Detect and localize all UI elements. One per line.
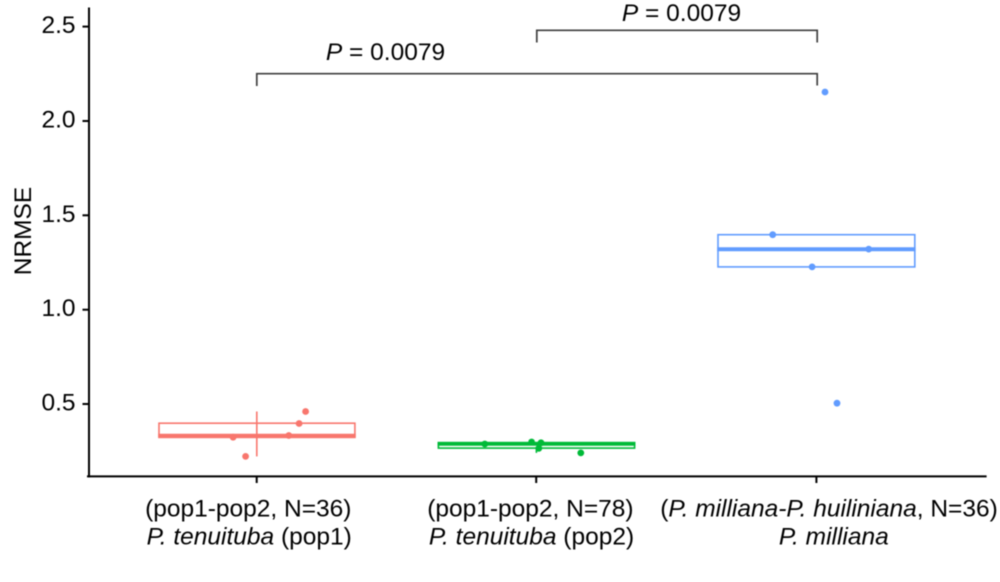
svg-text:(pop1-pop2, N=78): (pop1-pop2, N=78) bbox=[427, 496, 633, 523]
svg-text:2.0: 2.0 bbox=[41, 107, 75, 134]
svg-text:P. milliana: P. milliana bbox=[779, 524, 889, 551]
svg-text:0.5: 0.5 bbox=[41, 390, 75, 417]
svg-text:NRMSE: NRMSE bbox=[10, 187, 37, 275]
svg-text:P = 0.0079: P = 0.0079 bbox=[326, 39, 445, 66]
svg-text:1.5: 1.5 bbox=[41, 201, 75, 228]
svg-text:1.0: 1.0 bbox=[41, 295, 75, 322]
svg-text:(pop1-pop2, N=36): (pop1-pop2, N=36) bbox=[145, 496, 351, 523]
svg-text:P = 0.0079: P = 0.0079 bbox=[622, 0, 741, 27]
svg-text:P. tenuituba (pop2): P. tenuituba (pop2) bbox=[429, 524, 634, 551]
svg-text:2.5: 2.5 bbox=[41, 12, 75, 39]
svg-text:P. tenuituba (pop1): P. tenuituba (pop1) bbox=[147, 524, 352, 551]
svg-text:(P. milliana-P. huiliniana, N=: (P. milliana-P. huiliniana, N=36) bbox=[660, 496, 998, 523]
